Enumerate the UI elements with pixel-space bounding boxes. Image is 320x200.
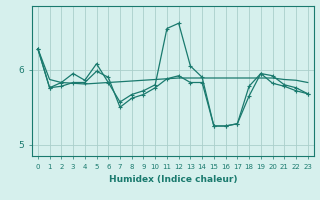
X-axis label: Humidex (Indice chaleur): Humidex (Indice chaleur) (108, 175, 237, 184)
